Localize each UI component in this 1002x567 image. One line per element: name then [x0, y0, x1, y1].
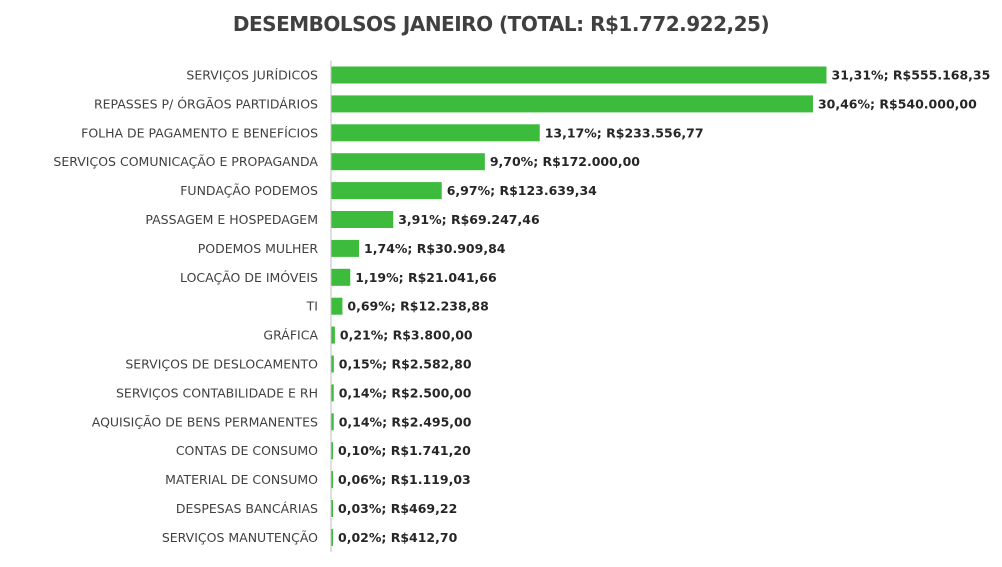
- data-label: 1,74%; R$30.909,84: [364, 241, 506, 256]
- bar: [331, 211, 394, 228]
- bar: [331, 66, 827, 84]
- category-label: FOLHA DE PAGAMENTO E BENEFÍCIOS: [81, 125, 318, 140]
- chart-title: DESEMBOLSOS JANEIRO (TOTAL: R$1.772.922,…: [232, 12, 770, 36]
- category-label: LOCAÇÃO DE IMÓVEIS: [180, 270, 318, 285]
- data-label: 0,02%; R$412,70: [338, 530, 458, 545]
- category-label: SERVIÇOS JURÍDICOS: [186, 68, 318, 83]
- data-label: 1,19%; R$21.041,66: [355, 270, 497, 285]
- category-label: PODEMOS MULHER: [198, 241, 319, 256]
- bar: [331, 153, 485, 171]
- data-label: 9,70%; R$172.000,00: [490, 154, 640, 169]
- bar: [331, 384, 334, 402]
- category-label: SERVIÇOS COMUNICAÇÃO E PROPAGANDA: [53, 154, 318, 169]
- data-label: 0,10%; R$1.741,20: [338, 443, 471, 458]
- data-label: 0,15%; R$2.582,80: [339, 357, 472, 372]
- bar: [331, 442, 334, 460]
- bar: [331, 413, 334, 431]
- category-label: AQUISIÇÃO DE BENS PERMANENTES: [92, 414, 318, 429]
- bar: [331, 239, 360, 257]
- bar: [331, 95, 813, 113]
- bar: [331, 471, 333, 489]
- data-label: 13,17%; R$233.556,77: [545, 125, 704, 140]
- category-label: REPASSES P/ ÓRGÃOS PARTIDÁRIOS: [94, 96, 318, 111]
- bar: [331, 124, 540, 142]
- category-label: CONTAS DE CONSUMO: [176, 443, 318, 458]
- data-label: 0,14%; R$2.495,00: [339, 414, 472, 429]
- category-label: PASSAGEM E HOSPEDAGEM: [145, 212, 318, 227]
- data-label: 30,46%; R$540.000,00: [818, 96, 977, 111]
- bar: [331, 355, 334, 373]
- category-label: SERVIÇOS CONTABILIDADE E RH: [116, 385, 318, 400]
- category-label: SERVIÇOS MANUTENÇÃO: [162, 530, 318, 545]
- category-label: GRÁFICA: [263, 328, 318, 343]
- bar: [331, 182, 442, 200]
- data-label: 0,03%; R$469,22: [338, 501, 457, 516]
- data-label: 0,69%; R$12.238,88: [347, 299, 488, 314]
- data-label: 0,21%; R$3.800,00: [340, 328, 473, 343]
- data-label: 0,14%; R$2.500,00: [339, 385, 472, 400]
- data-label: 31,31%; R$555.168,35: [832, 68, 991, 83]
- data-label: 6,97%; R$123.639,34: [447, 183, 597, 198]
- bar: [331, 500, 333, 517]
- category-label: SERVIÇOS DE DESLOCAMENTO: [125, 357, 318, 372]
- category-label: FUNDAÇÃO PODEMOS: [180, 183, 318, 198]
- data-label: 3,91%; R$69.247,46: [398, 212, 540, 227]
- category-label: MATERIAL DE CONSUMO: [165, 472, 318, 487]
- category-label: TI: [306, 299, 318, 314]
- bar: [331, 268, 351, 286]
- bar: [331, 326, 335, 344]
- bar: [331, 528, 333, 546]
- data-label: 0,06%; R$1.119,03: [338, 472, 471, 487]
- bar: [331, 297, 343, 315]
- category-label: DESPESAS BANCÁRIAS: [176, 501, 318, 516]
